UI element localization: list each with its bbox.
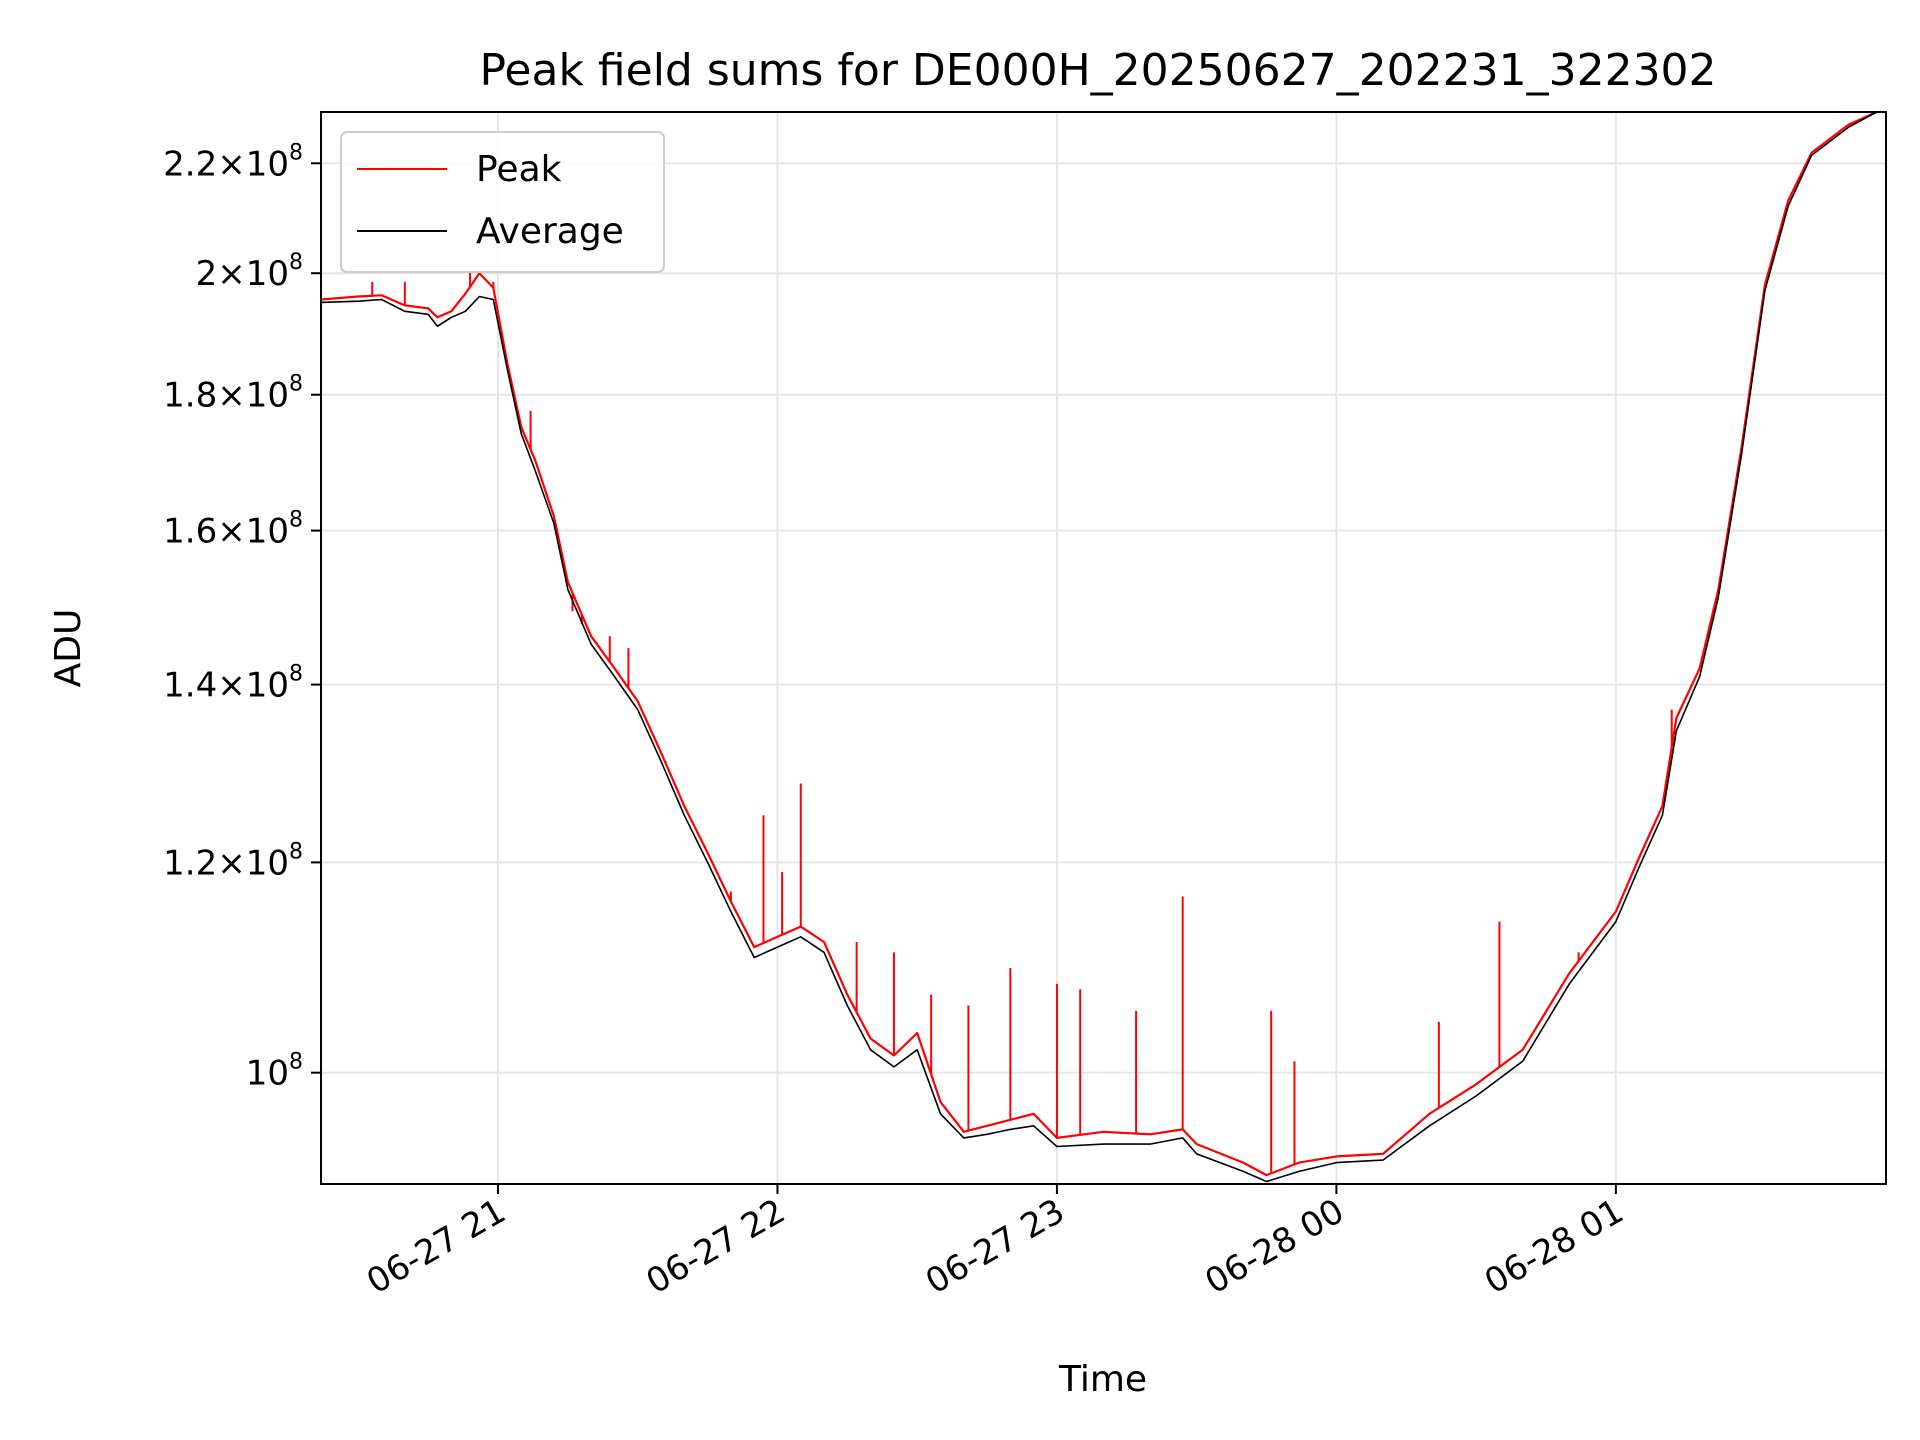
y-axis-ticks: 2.2×1082×1081.8×1081.6×1081.4×1081.2×108… bbox=[163, 140, 321, 1094]
y-tick-base: 10 bbox=[246, 376, 289, 416]
y-tick-exponent: 8 bbox=[289, 508, 303, 533]
y-tick-base: 10 bbox=[246, 1054, 289, 1094]
y-tick-mantissa: 2× bbox=[196, 254, 246, 294]
y-tick-exponent: 8 bbox=[289, 839, 303, 864]
y-tick-label: 108 bbox=[246, 1050, 303, 1094]
y-tick-base: 10 bbox=[246, 144, 289, 184]
y-tick-exponent: 8 bbox=[289, 372, 303, 397]
x-axis-label: Time bbox=[1058, 1359, 1147, 1400]
legend-label-average: Average bbox=[476, 211, 624, 252]
y-tick-mantissa: 2.2× bbox=[163, 144, 246, 184]
y-tick-label: 1.2×108 bbox=[163, 839, 303, 883]
y-tick-base: 10 bbox=[246, 512, 289, 552]
y-axis-label: ADU bbox=[48, 609, 89, 688]
y-tick-base: 10 bbox=[246, 254, 289, 294]
y-tick-label: 2.2×108 bbox=[163, 140, 303, 184]
series-layer bbox=[320, 110, 1878, 1183]
y-tick-exponent: 8 bbox=[289, 1050, 303, 1075]
y-tick-label: 1.6×108 bbox=[163, 508, 303, 552]
y-tick-exponent: 8 bbox=[289, 662, 303, 687]
y-tick-base: 10 bbox=[246, 666, 289, 706]
y-tick-mantissa: 1.6× bbox=[163, 512, 246, 552]
y-tick-label: 2×108 bbox=[196, 250, 303, 294]
chart-title: Peak field sums for DE000H_20250627_2022… bbox=[479, 45, 1716, 96]
y-tick-exponent: 8 bbox=[289, 250, 303, 275]
y-tick-exponent: 8 bbox=[289, 140, 303, 165]
series-line-average bbox=[320, 111, 1878, 1183]
legend-box bbox=[340, 131, 665, 273]
y-tick-label: 1.8×108 bbox=[163, 372, 303, 416]
y-tick-mantissa: 1.2× bbox=[163, 843, 246, 883]
y-tick-mantissa: 1.4× bbox=[163, 666, 246, 706]
y-tick-label: 1.4×108 bbox=[163, 662, 303, 706]
y-tick-mantissa: 1.8× bbox=[163, 376, 246, 416]
legend-label-peak: Peak bbox=[476, 149, 562, 190]
series-line-peak bbox=[320, 110, 1878, 1177]
y-tick-base: 10 bbox=[246, 843, 289, 883]
plot-frame bbox=[320, 111, 1887, 1185]
legend: Peak Average bbox=[340, 131, 665, 273]
